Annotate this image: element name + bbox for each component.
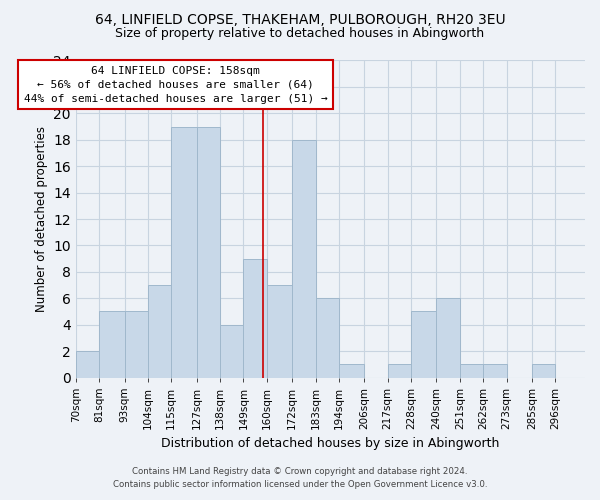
Text: Contains HM Land Registry data © Crown copyright and database right 2024.
Contai: Contains HM Land Registry data © Crown c… (113, 468, 487, 489)
Bar (532, 364, 555, 378)
Bar (197, 126, 220, 378)
Bar (148, 285, 171, 378)
Bar (125, 312, 148, 378)
Bar (244, 258, 267, 378)
Bar (76, 351, 99, 378)
X-axis label: Distribution of detached houses by size in Abingworth: Distribution of detached houses by size … (161, 437, 500, 450)
Bar (292, 140, 316, 378)
Bar (171, 126, 197, 378)
Bar (411, 312, 436, 378)
Bar (339, 364, 364, 378)
Bar (460, 364, 483, 378)
Bar (99, 312, 125, 378)
Bar (267, 285, 292, 378)
Bar (388, 364, 411, 378)
Text: 64, LINFIELD COPSE, THAKEHAM, PULBOROUGH, RH20 3EU: 64, LINFIELD COPSE, THAKEHAM, PULBOROUGH… (95, 12, 505, 26)
Bar (220, 324, 244, 378)
Text: Size of property relative to detached houses in Abingworth: Size of property relative to detached ho… (115, 28, 485, 40)
Bar (483, 364, 506, 378)
Text: 64 LINFIELD COPSE: 158sqm
← 56% of detached houses are smaller (64)
44% of semi-: 64 LINFIELD COPSE: 158sqm ← 56% of detac… (23, 66, 328, 104)
Y-axis label: Number of detached properties: Number of detached properties (35, 126, 47, 312)
Bar (436, 298, 460, 378)
Bar (316, 298, 339, 378)
